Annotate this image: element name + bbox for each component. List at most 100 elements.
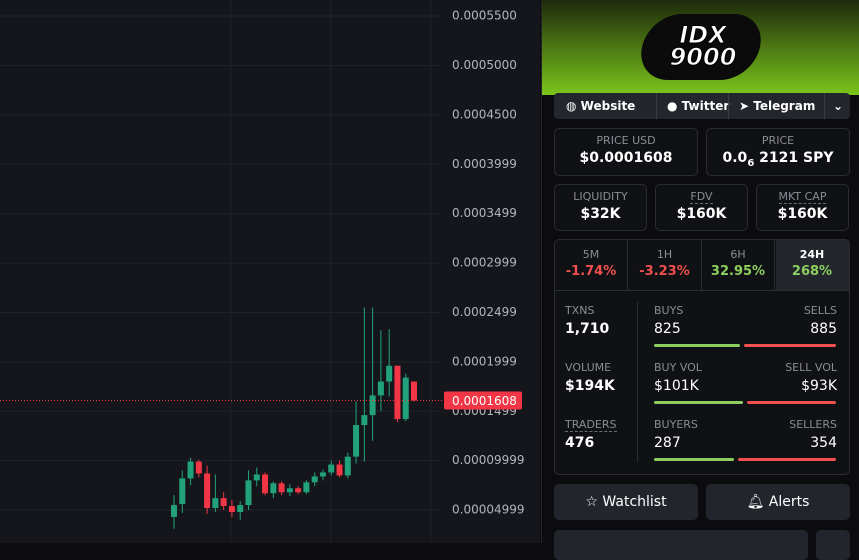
candle-body — [353, 425, 360, 457]
candle-body — [286, 488, 293, 493]
stat-label: BUYS — [654, 304, 684, 317]
candle-body — [319, 472, 326, 477]
stat-value: 885 — [810, 321, 837, 337]
period-tab[interactable]: 5M -1.74% — [555, 240, 628, 290]
candle-body — [220, 498, 227, 507]
value: $160K — [676, 206, 727, 222]
y-tick-label: 0.0003499 — [452, 206, 517, 220]
stat-label: VOLUME — [565, 361, 611, 374]
metric-box: LIQUIDITY $32K — [554, 184, 647, 231]
candle-body — [377, 381, 384, 396]
stat-value: $93K — [801, 378, 837, 394]
website-link[interactable]: ◍ Website — [566, 99, 636, 113]
buy-ratio-bar — [654, 401, 743, 404]
price-box: PRICE 0.06 2121 SPY — [706, 128, 850, 176]
value: 0.06 2121 SPY — [707, 150, 849, 169]
more-button[interactable] — [816, 530, 850, 560]
stat-label: SELL VOL — [785, 361, 837, 374]
label-text: TRADERS — [565, 418, 617, 432]
trade-button[interactable] — [554, 530, 808, 560]
candle-body — [262, 474, 269, 494]
label: FDV — [656, 190, 747, 204]
watchlist-button[interactable]: ☆ Watchlist — [554, 484, 698, 520]
candle-body — [361, 415, 368, 426]
stat-value: 354 — [810, 435, 837, 451]
link-text: Telegram — [753, 99, 816, 113]
candle-body — [303, 482, 310, 493]
divider — [637, 302, 638, 462]
link-bar: ◍ Website ● Twitter ➤ Telegram ⌄ — [554, 93, 850, 119]
candle-body — [411, 381, 417, 401]
stat-label: BUY VOL — [654, 361, 702, 374]
telegram-link[interactable]: ➤ Telegram — [728, 93, 815, 119]
label-text: LIQUIDITY — [573, 190, 628, 203]
sell-ratio-bar — [743, 344, 836, 347]
label-text: FDV — [690, 190, 713, 204]
label: MKT CAP — [757, 190, 848, 204]
logo-line: IDX — [679, 21, 727, 49]
stat-value: 1,710 — [565, 321, 610, 337]
candle-body — [402, 377, 409, 420]
candle-body — [369, 395, 376, 416]
candle-body — [195, 461, 202, 474]
price-rest: 2121 SPY — [759, 150, 834, 166]
candle-body — [212, 498, 219, 509]
stat-value: 825 — [654, 321, 681, 337]
y-tick-label: 0.0001999 — [452, 354, 517, 368]
period-tab[interactable]: 24H 268% — [775, 240, 849, 290]
more-links[interactable]: ⌄ — [824, 93, 851, 119]
label-text: MKT CAP — [778, 190, 827, 204]
y-tick-label: 0.0005000 — [452, 58, 517, 72]
period-label: 24H — [799, 248, 825, 261]
stat-label: TRADERS — [565, 418, 617, 432]
price-prefix: 0.0 — [722, 150, 748, 166]
stat-value: 476 — [565, 435, 595, 451]
price-usd-box: PRICE USD $0.0001608 — [554, 128, 698, 176]
sell-ratio-bar — [747, 401, 836, 404]
price-badge — [444, 391, 522, 410]
period-tab[interactable]: 1H -3.23% — [629, 240, 702, 290]
link-text: Twitter — [681, 99, 730, 113]
y-tick-label: 0.0002499 — [452, 305, 517, 319]
value: $160K — [777, 206, 828, 222]
metric-box: FDV $160K — [655, 184, 748, 231]
stats-box: 5M -1.74% 1H -3.23% 6H 32.95% 24H 268% TXNS 1,71… — [554, 239, 850, 475]
candle-body — [278, 483, 285, 493]
candle-body — [245, 480, 252, 506]
y-tick-label: 0.0002999 — [452, 256, 517, 270]
stat-value: $194K — [565, 378, 615, 394]
stat-label: TXNS — [565, 304, 594, 317]
period-change: 32.95% — [710, 264, 766, 279]
candle-body — [394, 365, 401, 420]
candle-body — [311, 476, 318, 483]
label: PRICE USD — [596, 134, 656, 147]
candle-body — [171, 505, 177, 517]
candle-body — [336, 464, 343, 476]
token-panel: IDX 9000 ◍ Website ● Twitter ➤ Telegram ⌄… — [541, 0, 859, 560]
y-tick-label: 0.0003999 — [452, 157, 517, 171]
button-text: Alerts — [768, 494, 810, 510]
logo-text: IDX 9000 — [642, 21, 764, 70]
candle-body — [179, 478, 186, 505]
link-text: Website — [580, 99, 636, 113]
button-text: Watchlist — [602, 494, 667, 510]
y-tick-label: 0.00004999 — [452, 503, 525, 517]
candle-body — [386, 365, 393, 382]
metric-box: MKT CAP $160K — [756, 184, 849, 231]
period-tab[interactable]: 6H 32.95% — [702, 240, 775, 290]
buy-ratio-bar — [654, 458, 734, 461]
y-tick-label: 0.0004500 — [452, 107, 517, 121]
y-tick-label: 0.0005500 — [452, 9, 517, 23]
alerts-button[interactable]: 🔔︎ Alerts — [706, 484, 850, 520]
y-tick-label: 0.00009999 — [452, 453, 525, 467]
twitter-link[interactable]: ● Twitter — [656, 93, 729, 119]
stat-label: SELLERS — [789, 418, 837, 431]
candle-body — [270, 483, 277, 494]
candle-body — [237, 505, 244, 512]
chart-background — [0, 0, 540, 543]
price-chart: 0.0005500 0.0005000 0.0004500 0.0003999 0.00… — [0, 0, 540, 543]
stat-label: BUYERS — [654, 418, 698, 431]
period-label: 5M — [582, 248, 600, 261]
period-change: -1.74% — [565, 264, 617, 279]
period-label: 6H — [730, 248, 746, 261]
